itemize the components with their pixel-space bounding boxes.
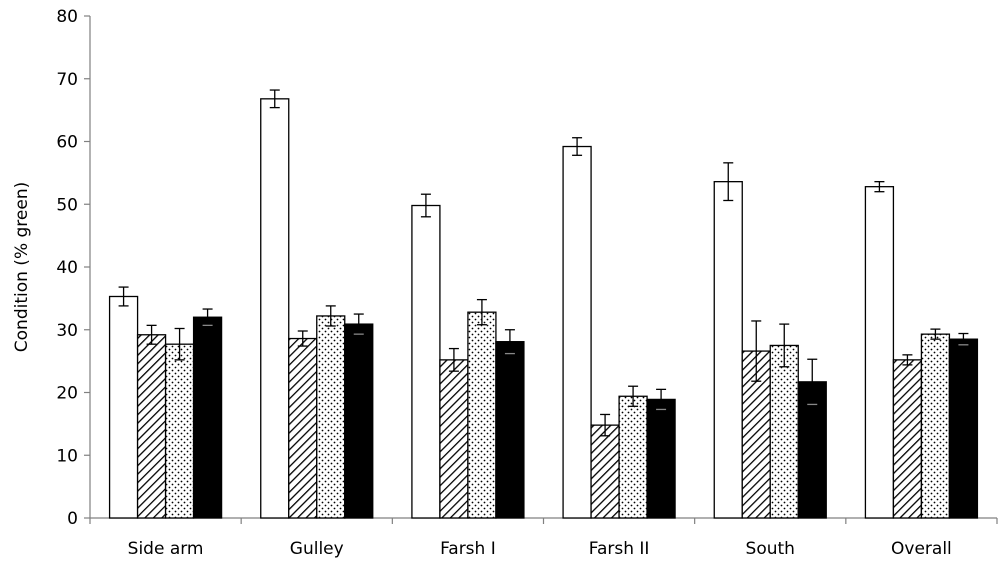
bar [495, 341, 525, 519]
y-tick-label: 30 [56, 321, 78, 341]
bar [864, 186, 895, 519]
bar [562, 145, 592, 519]
y-tick-label: 70 [56, 70, 78, 90]
y-tick-label: 20 [56, 384, 78, 404]
x-axis: Side arm Gulley Farsh I Farsh II South Overal… [89, 517, 998, 559]
y-tick-label: 10 [56, 446, 78, 466]
x-category-label: South [746, 539, 795, 559]
bar [316, 315, 346, 519]
y-axis-title: Condition (% green) [12, 182, 32, 352]
x-category-label: Overall [891, 539, 952, 559]
bar [590, 424, 620, 519]
bar [344, 323, 374, 519]
y-axis: 0 10 20 30 40 50 60 70 80 [56, 7, 91, 529]
bar [260, 98, 290, 519]
bar [136, 334, 167, 519]
x-category-label: Farsh I [440, 539, 496, 559]
bar [192, 316, 223, 519]
bar [948, 338, 979, 519]
bar [892, 359, 923, 519]
error-bars [118, 89, 969, 437]
y-tick-label: 50 [56, 195, 78, 215]
bar [108, 295, 139, 519]
y-tick-label: 80 [56, 7, 78, 27]
bar [646, 398, 676, 519]
y-tick-label: 60 [56, 133, 78, 153]
bar [467, 311, 497, 519]
bar [411, 204, 441, 519]
bar [439, 359, 469, 519]
bar [288, 337, 318, 519]
bar [920, 333, 951, 519]
bar [713, 181, 743, 519]
x-category-label: Farsh II [589, 539, 650, 559]
bar [618, 395, 648, 519]
bars [108, 98, 979, 519]
x-category-label: Gulley [290, 539, 344, 559]
bar [769, 344, 799, 519]
y-tick-label: 40 [56, 258, 78, 278]
bar [164, 343, 195, 519]
y-tick-label: 0 [67, 509, 78, 529]
x-category-label: Side arm [128, 539, 204, 559]
